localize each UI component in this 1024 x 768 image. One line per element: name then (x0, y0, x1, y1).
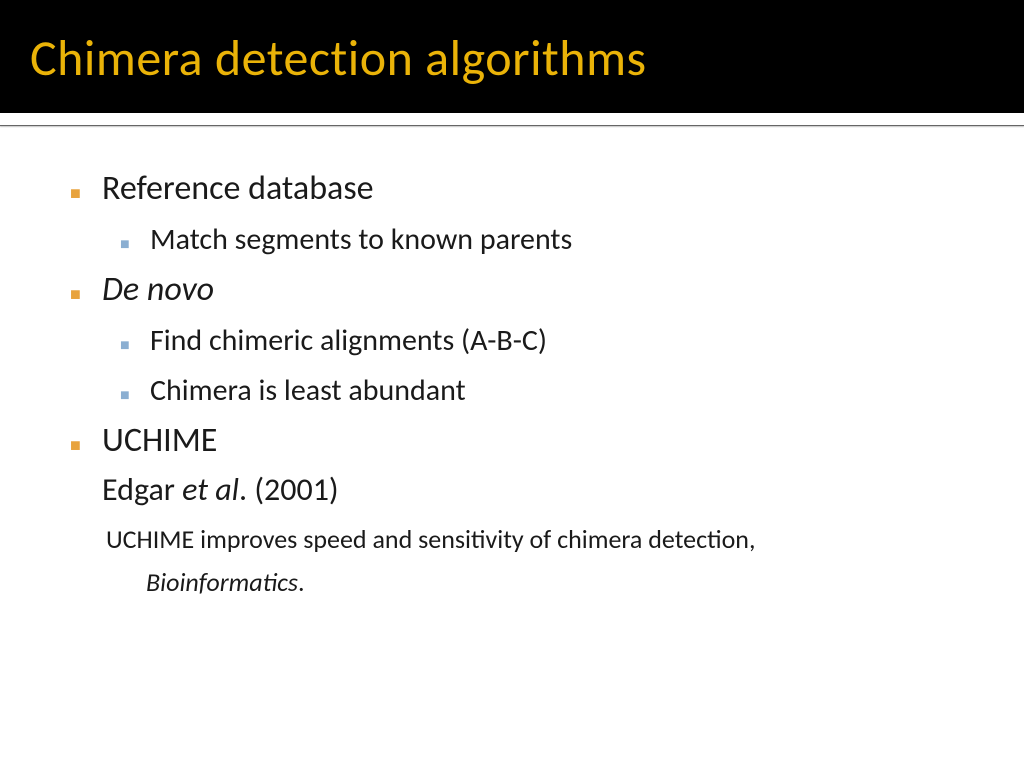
cite-author: Edgar (102, 470, 182, 509)
reference-title: UCHIME improves speed and sensitivity of… (106, 523, 755, 555)
bullet-level1: ■ De novo (70, 267, 974, 313)
citation-line: Edgar et al. (2001) (102, 470, 974, 509)
square-bullet-icon: ■ (120, 386, 134, 405)
bullet-text: Reference database (102, 166, 374, 212)
square-bullet-icon: ■ (70, 434, 84, 456)
bullet-level2: ■ Match segments to known parents (120, 218, 974, 262)
bullet-text: Match segments to known parents (150, 218, 572, 262)
bullet-text: De novo (102, 267, 214, 313)
slide-header: Chimera detection algorithms (0, 0, 1024, 113)
reference-line: Bioinformatics. (106, 564, 974, 600)
square-bullet-icon: ■ (70, 182, 84, 204)
bullet-level2: ■ Chimera is least abundant (120, 369, 974, 413)
reference-period: . (298, 566, 305, 598)
square-bullet-icon: ■ (120, 235, 134, 254)
bullet-text: UCHIME (102, 418, 217, 464)
cite-year: . (2001) (239, 470, 339, 509)
bullet-level1: ■ Reference database (70, 166, 974, 212)
square-bullet-icon: ■ (120, 336, 134, 355)
slide-body: ■ Reference database ■ Match segments to… (0, 126, 1024, 620)
square-bullet-icon: ■ (70, 283, 84, 305)
reference-line: UCHIME improves speed and sensitivity of… (106, 521, 974, 557)
slide-title: Chimera detection algorithms (30, 28, 994, 89)
cite-etal: et al (182, 470, 239, 509)
bullet-level1: ■ UCHIME (70, 418, 974, 464)
reference-journal: Bioinformatics (146, 566, 298, 598)
bullet-level2: ■ Find chimeric alignments (A-B-C) (120, 319, 974, 363)
bullet-text: Find chimeric alignments (A-B-C) (150, 319, 547, 363)
bullet-text: Chimera is least abundant (150, 369, 466, 413)
